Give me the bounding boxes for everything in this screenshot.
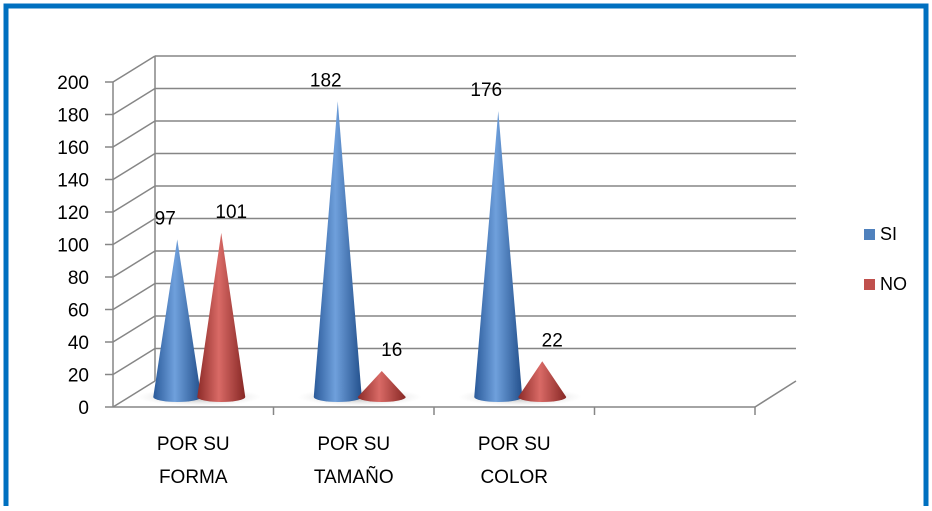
y-tick-label: 40 [68,333,89,354]
data-label-si: 182 [310,70,342,91]
x-tick-label: POR SU [478,434,551,455]
gridline-side [112,217,156,246]
legend-label: NO [880,274,907,294]
x-tick-label: TAMAÑO [314,466,394,488]
x-tick-label: POR SU [317,434,390,455]
gridline-side [112,380,156,408]
x-tick-labels: POR SU FORMA POR SU TAMAÑO POR SU COLOR [157,434,551,488]
gridlines [112,55,796,408]
data-label-si: 176 [470,80,502,101]
y-tick-label: 200 [57,73,89,94]
x-tick-label: FORMA [159,467,228,488]
y-tick-label: 160 [57,138,89,159]
gridline-side [112,315,156,343]
cone-no-1 [357,371,406,402]
data-labels: 97 101 182 16 176 22 [155,70,563,361]
data-label-no: 22 [542,330,563,351]
legend-swatch-no [864,279,875,290]
y-tick-label: 60 [68,301,89,322]
outer-border [3,3,929,511]
data-label-no: 101 [215,202,247,223]
gridline-side [112,152,156,181]
cone-si-0 [153,239,202,402]
x-tick-label: COLOR [480,467,548,488]
gridline-side [112,55,156,83]
legend-swatch-si [864,229,875,240]
cone-no-2 [518,361,567,402]
cone-si-2 [474,111,523,402]
axes [105,56,797,415]
floor-right-edge [754,380,797,408]
legend: SI NO [864,224,907,294]
y-tick-labels: 0 20 40 60 80 100 120 140 160 180 200 [57,73,89,419]
gridline-side [112,282,156,311]
gridline-side [112,87,156,116]
y-tick-label: 20 [68,366,89,387]
data-label-si: 97 [155,208,176,229]
gridline-side [112,250,156,278]
data-label-no: 16 [381,340,402,361]
y-tick-label: 180 [57,106,89,127]
y-tick-label: 120 [57,203,89,224]
gridline-side [112,347,156,376]
cone-bars [137,101,583,406]
cone-si-1 [313,101,362,402]
gridline-side [112,185,156,213]
y-tick-label: 100 [57,236,89,257]
cone-no-0 [197,232,246,402]
y-tick-label: 80 [68,268,89,289]
legend-label: SI [880,224,897,244]
y-tick-label: 0 [78,398,89,419]
gridline-side [112,120,156,148]
y-tick-label: 140 [57,171,89,192]
x-tick-label: POR SU [157,434,230,455]
